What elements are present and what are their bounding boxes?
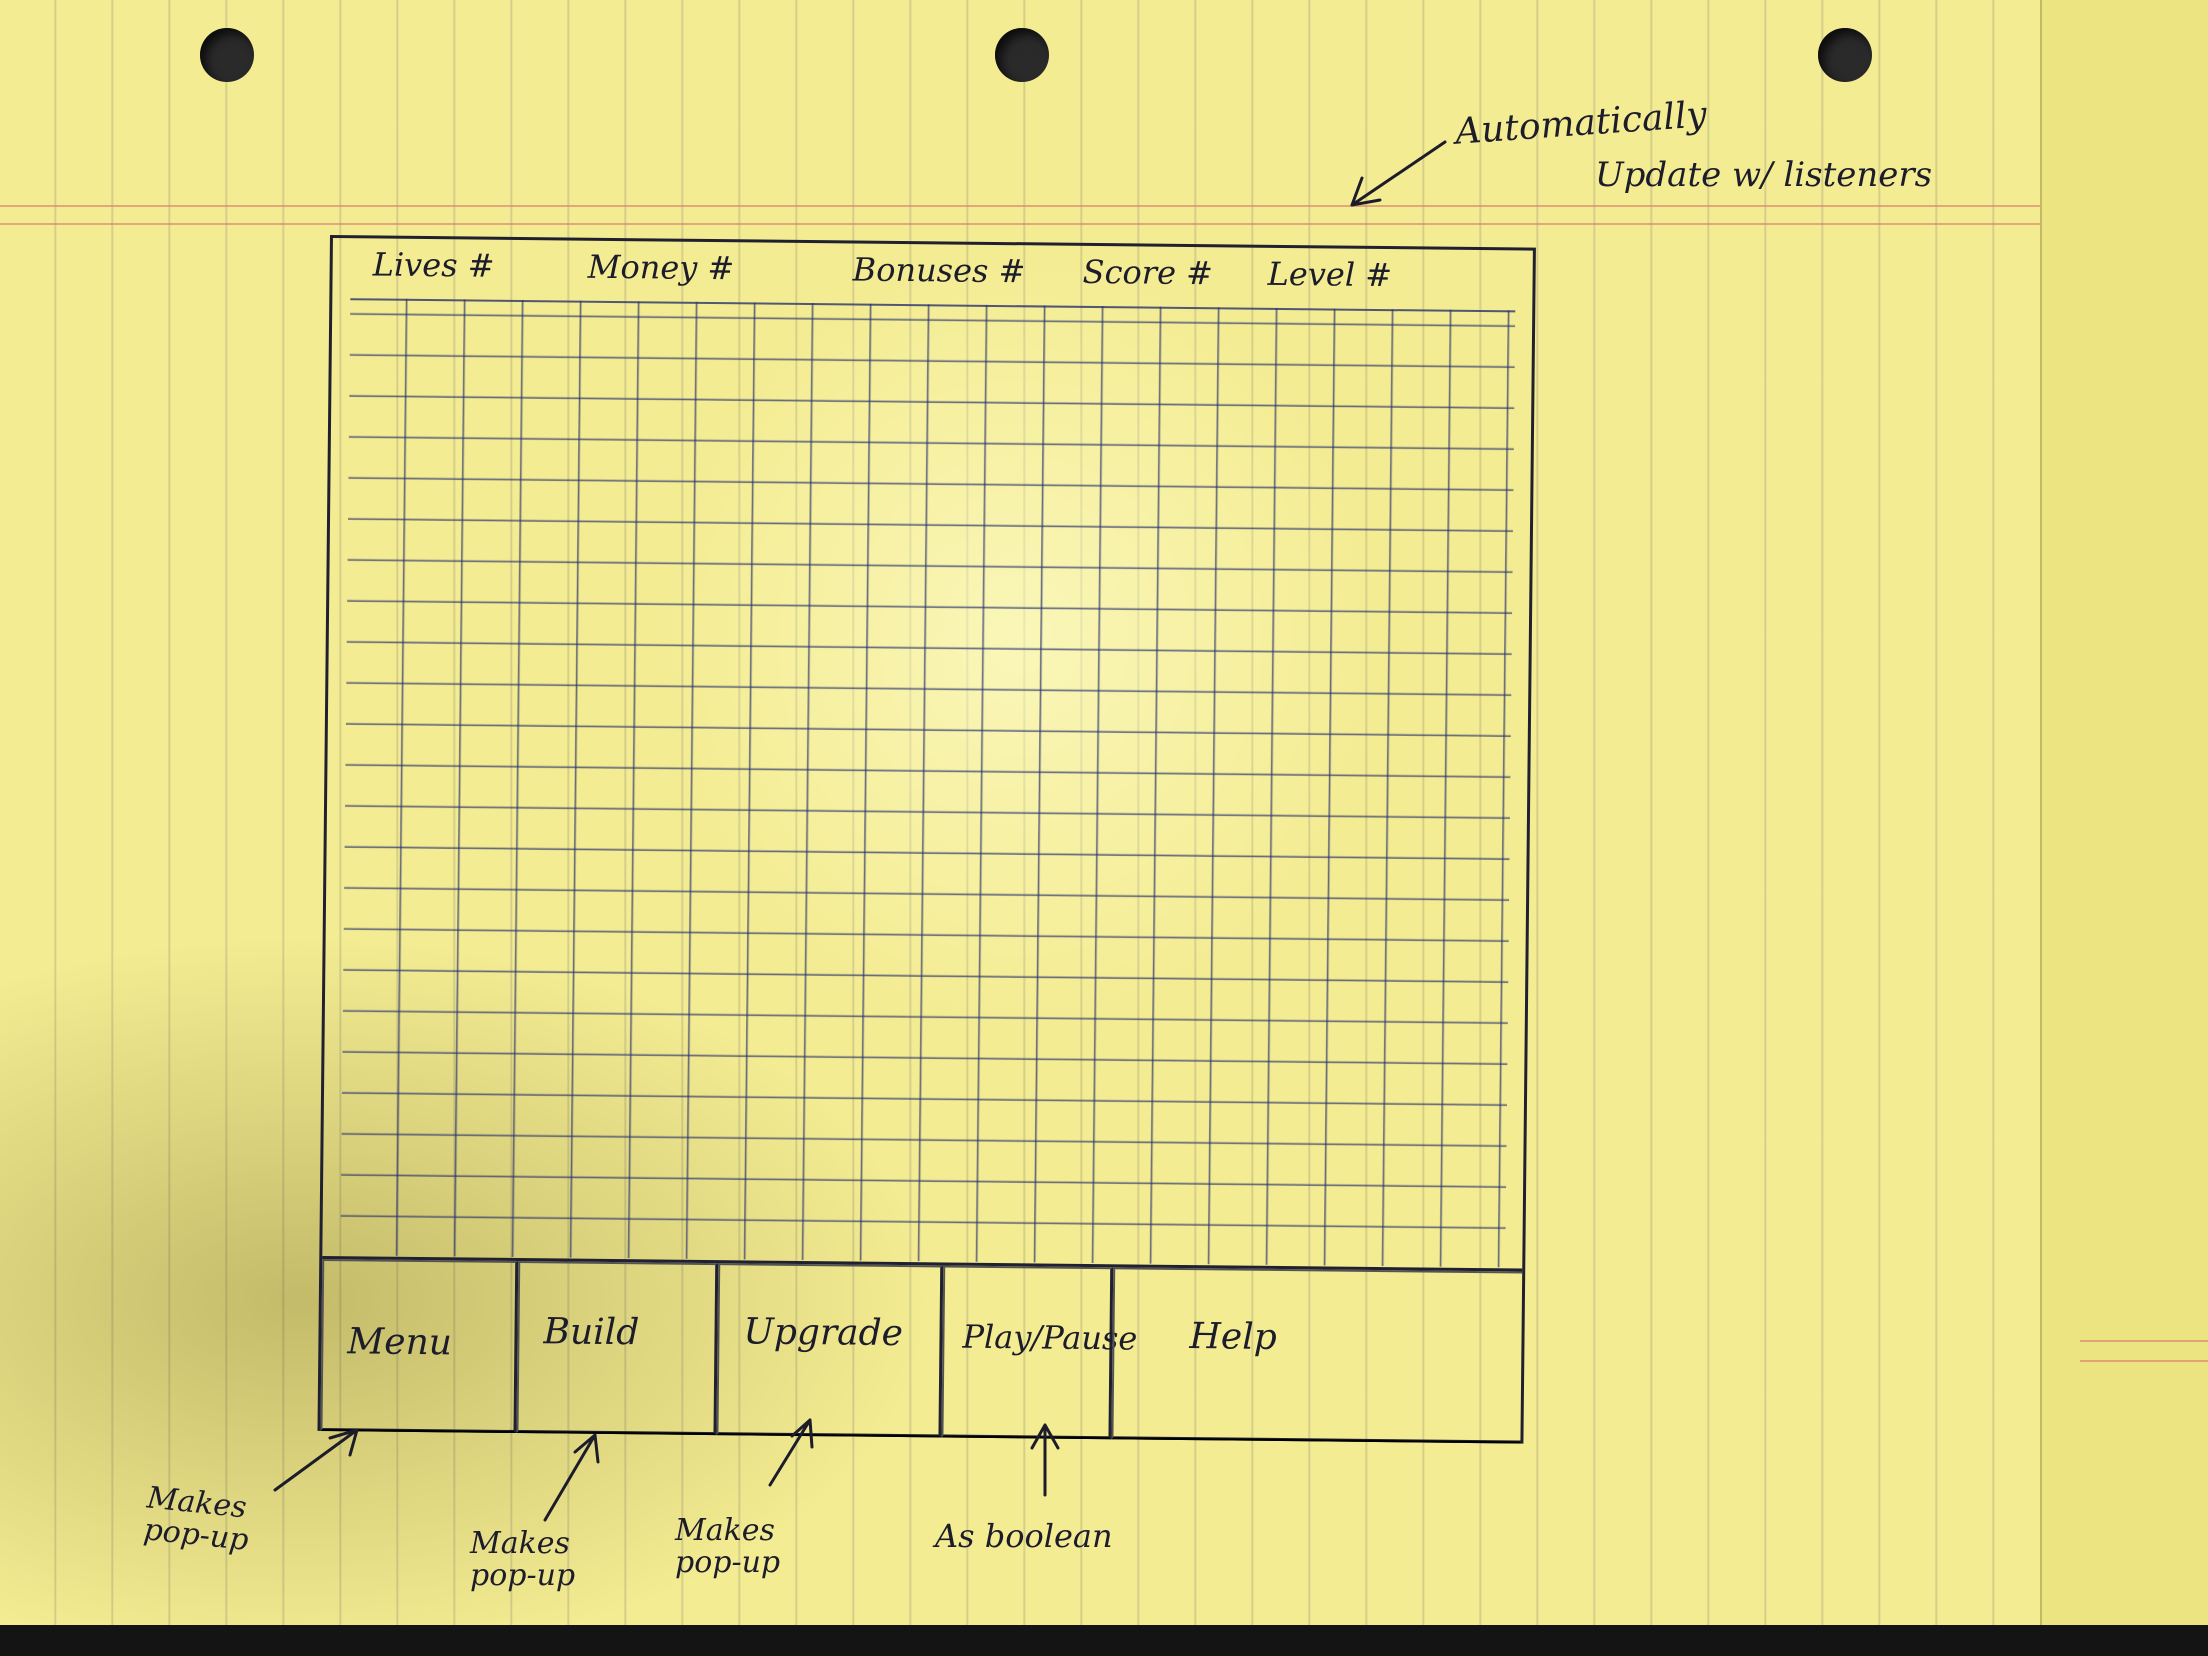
annotation-play: As boolean	[935, 1517, 1113, 1555]
header-arrow-icon	[1350, 140, 1447, 207]
punch-hole-left	[200, 28, 254, 82]
red-margin-line-right	[2080, 1340, 2208, 1362]
annotation-build: Makes pop-up	[470, 1526, 576, 1593]
menu-arrow-icon	[273, 1428, 359, 1492]
build-arrow-icon	[543, 1433, 600, 1522]
upgrade-arrow-icon	[768, 1418, 814, 1487]
punch-hole-middle	[995, 28, 1049, 82]
red-margin-line	[0, 205, 2040, 225]
header-note-line2: Update w/ listeners	[1595, 155, 1933, 195]
annotation-upgrade: Makes pop-up	[675, 1513, 781, 1580]
next-page-edge	[2040, 0, 2208, 1625]
play-arrow-icon	[1030, 1423, 1060, 1497]
punch-hole-right	[1818, 28, 1872, 82]
